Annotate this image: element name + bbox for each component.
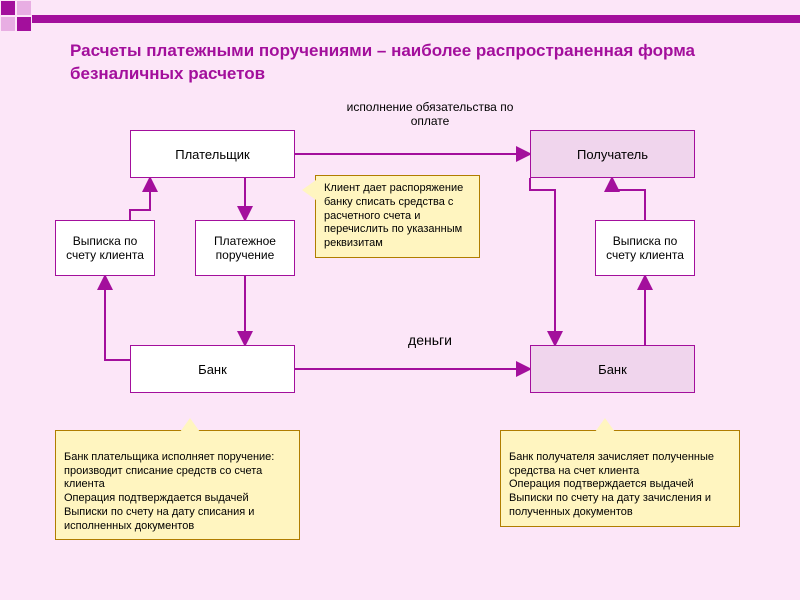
node-statement-right: Выписка по счету клиента [595,220,695,276]
callout-bottom-left: Банк плательщика исполняет поручение: пр… [55,430,300,540]
node-bank-right: Банк [530,345,695,393]
page-title: Расчеты платежными поручениями – наиболе… [70,40,730,86]
node-label: Выписка по счету клиента [60,234,150,262]
deco-square [17,1,31,15]
node-receiver: Получатель [530,130,695,178]
callout-pointer-icon [302,180,316,200]
header-decoration [0,0,32,32]
deco-square [1,17,15,31]
edge-label-money: деньги [390,332,470,348]
diagram-canvas: Плательщик Получатель Выписка по счету к… [0,100,800,600]
node-payment-order: Платежное поручение [195,220,295,276]
node-bank-left: Банк [130,345,295,393]
edge-label-obligation: исполнение обязательства по оплате [340,100,520,128]
node-label: Выписка по счету клиента [600,234,690,262]
deco-square [1,1,15,15]
callout-pointer-icon [180,418,200,432]
callout-bottom-right: Банк получателя зачисляет полученные сре… [500,430,740,527]
callout-pointer-icon [595,418,615,432]
header-bar [32,15,800,23]
node-label: Получатель [577,147,648,162]
callout-text: Банк плательщика исполняет поручение: пр… [64,451,274,532]
node-statement-left: Выписка по счету клиента [55,220,155,276]
callout-top: Клиент дает распоряжение банку списать с… [315,175,480,258]
callout-text: Банк получателя зачисляет полученные сре… [509,451,714,518]
callout-text: Клиент дает распоряжение банку списать с… [324,182,463,249]
node-label: Плательщик [175,147,249,162]
deco-square [17,17,31,31]
node-label: Банк [598,362,627,377]
node-label: Платежное поручение [200,234,290,262]
node-payer: Плательщик [130,130,295,178]
node-label: Банк [198,362,227,377]
